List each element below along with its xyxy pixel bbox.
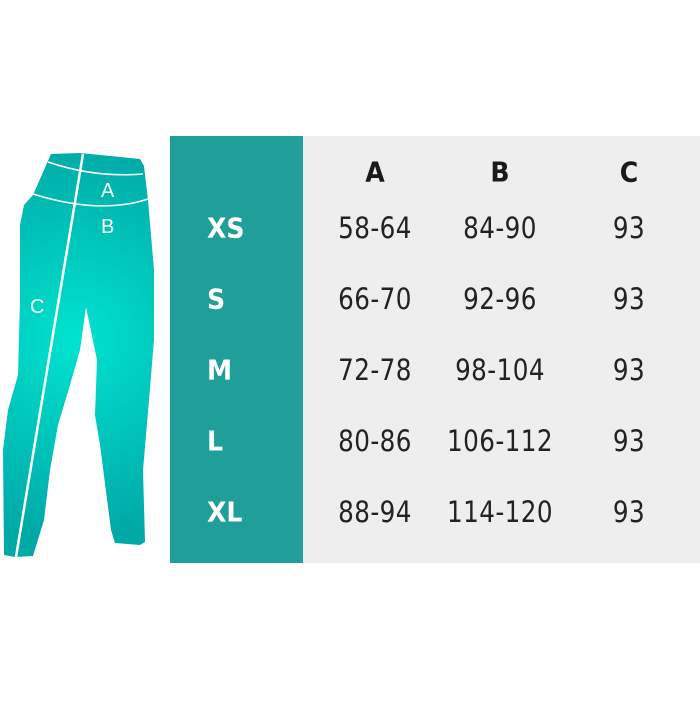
measurement-a: 88-94 xyxy=(338,495,412,529)
column-header-a: A xyxy=(365,155,385,189)
figure-label-a: A xyxy=(101,180,115,202)
measurement-b: 84-90 xyxy=(463,211,537,245)
measurements-area xyxy=(303,136,700,563)
size-label: L xyxy=(207,424,224,458)
size-label: S xyxy=(207,282,226,316)
measurement-a: 58-64 xyxy=(338,211,412,245)
measurement-a: 66-70 xyxy=(338,282,412,316)
size-column xyxy=(170,136,303,563)
measurement-c: 93 xyxy=(612,282,646,316)
leggings-shape xyxy=(3,153,154,557)
measurement-b: 92-96 xyxy=(463,282,537,316)
size-label: XS xyxy=(207,211,245,245)
measurement-b: 114-120 xyxy=(447,495,553,529)
measurement-a: 80-86 xyxy=(338,424,412,458)
figure-label-b: B xyxy=(101,216,115,238)
measure-line-c xyxy=(14,153,85,558)
size-label: M xyxy=(207,353,233,387)
leggings-illustration: A B C xyxy=(0,0,170,700)
measurement-b: 98-104 xyxy=(455,353,545,387)
measurement-a: 72-78 xyxy=(338,353,412,387)
size-label: XL xyxy=(207,495,243,529)
measurement-b: 106-112 xyxy=(447,424,553,458)
leggings-icon xyxy=(3,153,154,558)
measurement-c: 93 xyxy=(612,353,646,387)
measurement-c: 93 xyxy=(612,495,646,529)
measurement-c: 93 xyxy=(612,211,646,245)
column-header-c: C xyxy=(619,155,639,189)
measure-line-b xyxy=(32,193,149,207)
measure-line-a xyxy=(47,161,144,176)
column-header-b: B xyxy=(490,155,510,189)
measurement-c: 93 xyxy=(612,424,646,458)
figure-label-c: C xyxy=(30,296,45,318)
